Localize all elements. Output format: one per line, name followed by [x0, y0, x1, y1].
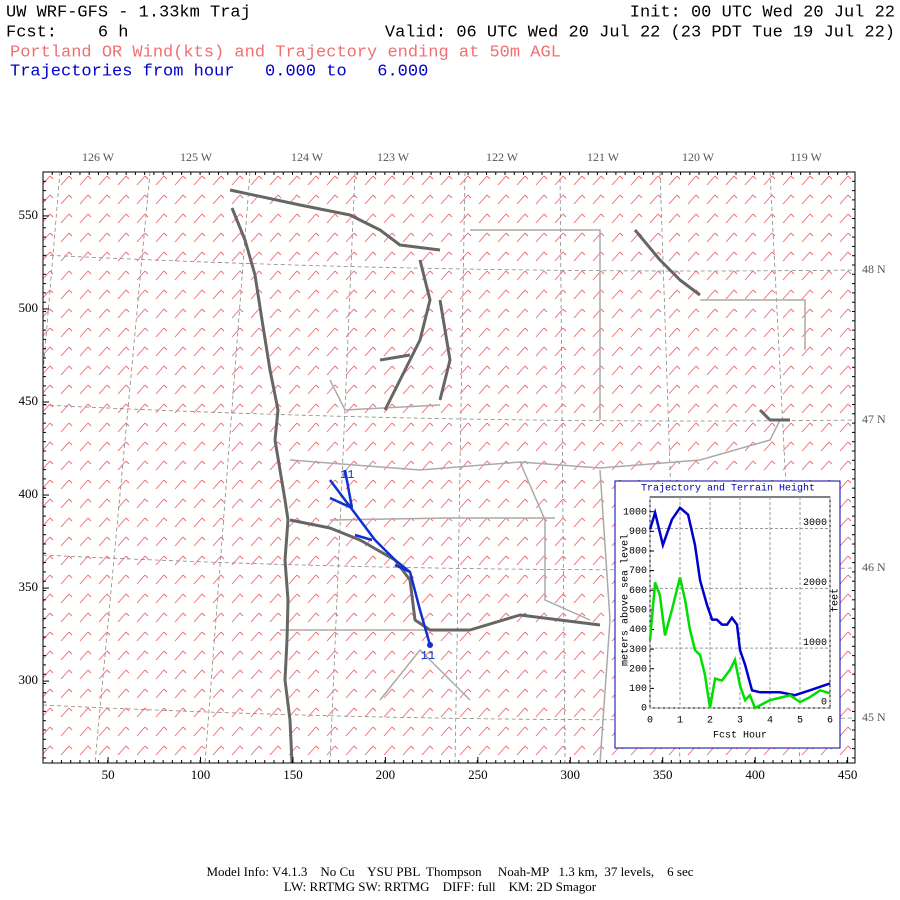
inset-y2-tick-label: 0: [821, 698, 827, 709]
longitude-label: 120 W: [682, 150, 715, 164]
x-tick-label: 300: [561, 767, 581, 782]
inset-y-tick-label: 600: [629, 586, 647, 597]
footer-model-info: Model Info: V4.1.3 No Cu YSU PBL Thompso…: [206, 864, 693, 879]
footer-physics: LW: RRTMG SW: RRTMG DIFF: full KM: 2D Sm…: [284, 879, 597, 894]
inset-x-tick-label: 4: [767, 716, 773, 727]
longitude-label: 119 W: [790, 150, 822, 164]
forecast-hour: Fcst: 6 h: [6, 23, 128, 42]
inset-y-tick-label: 100: [629, 684, 647, 695]
inset-y-label: meters above sea level: [620, 534, 632, 666]
trajectory-end: [427, 642, 433, 648]
latitude-label: 46 N: [862, 560, 886, 574]
boundaries: [280, 229, 806, 763]
inset-line: [648, 505, 831, 697]
y-tick-label: 350: [19, 579, 39, 594]
inset-y2-tick-label: 2000: [803, 578, 827, 589]
trajectory-start-label: 11: [340, 468, 354, 482]
inset-x-tick-label: 3: [737, 716, 743, 727]
longitude-label: 125 W: [180, 150, 213, 164]
trajectory: [329, 469, 432, 646]
trajectory-range: Trajectories from hour 0.000 to 6.000: [10, 62, 428, 81]
longitude-label: 121 W: [587, 150, 620, 164]
map-frame: [42, 171, 856, 764]
inset-x-label: Fcst Hour: [713, 731, 767, 742]
inset-y-tick-label: 700: [629, 566, 647, 577]
trajectory-end-label: 11: [421, 649, 435, 663]
x-tick-label: 400: [745, 767, 765, 782]
latitude-label: 47 N: [862, 412, 886, 426]
y-tick-label: 400: [19, 486, 39, 501]
longitude-label: 126 W: [82, 150, 115, 164]
latitude-label: 45 N: [862, 710, 886, 724]
inset-y-tick-label: 500: [629, 606, 647, 617]
inset-x-tick-label: 0: [647, 716, 653, 727]
latitude-label: 48 N: [862, 262, 886, 276]
y-tick-label: 500: [19, 300, 39, 315]
inset-x-tick-label: 2: [707, 716, 713, 727]
map-layers: 11 11: [43, 172, 855, 763]
coastline: [229, 188, 790, 763]
x-tick-label: 350: [653, 767, 673, 782]
x-tick-label: 100: [191, 767, 211, 782]
x-tick-label: 450: [838, 767, 858, 782]
inset-y2-label: feet: [830, 588, 842, 612]
inset-x-tick-label: 5: [797, 716, 803, 727]
inset-y-tick-label: 1000: [623, 507, 647, 518]
valid-time: Valid: 06 UTC Wed 20 Jul 22 (23 PDT Tue …: [385, 23, 895, 42]
inset-line: [648, 577, 831, 710]
inset-y-tick-label: 300: [629, 645, 647, 656]
inset-y-tick-label: 0: [641, 704, 647, 715]
longitude-label: 122 W: [486, 150, 519, 164]
subtitle: Portland OR Wind(kts) and Trajectory end…: [10, 43, 561, 62]
y-tick-label: 450: [19, 393, 39, 408]
y-tick-label: 550: [19, 207, 39, 222]
init-time: Init: 00 UTC Wed 20 Jul 22: [630, 3, 895, 22]
title: UW WRF-GFS - 1.33km Traj: [6, 3, 251, 22]
map: 11 11: [42, 171, 856, 764]
inset-y-tick-label: 400: [629, 625, 647, 636]
inset-y-tick-label: 800: [629, 547, 647, 558]
inset-y2-tick-label: 1000: [803, 638, 827, 649]
x-tick-label: 150: [283, 767, 303, 782]
longitude-label: 123 W: [377, 150, 410, 164]
x-tick-label: 200: [376, 767, 396, 782]
inset-x-tick-label: 6: [827, 716, 833, 727]
inset-x-tick-label: 1: [677, 716, 683, 727]
longitude-label: 124 W: [291, 150, 324, 164]
inset-y-tick-label: 200: [629, 664, 647, 675]
inset-y-tick-label: 900: [629, 527, 647, 538]
inset-title: Trajectory and Terrain Height: [641, 483, 815, 495]
y-tick-label: 300: [19, 672, 39, 687]
x-tick-label: 50: [102, 767, 115, 782]
inset-y2-tick-label: 3000: [803, 518, 827, 529]
x-tick-label: 250: [468, 767, 488, 782]
